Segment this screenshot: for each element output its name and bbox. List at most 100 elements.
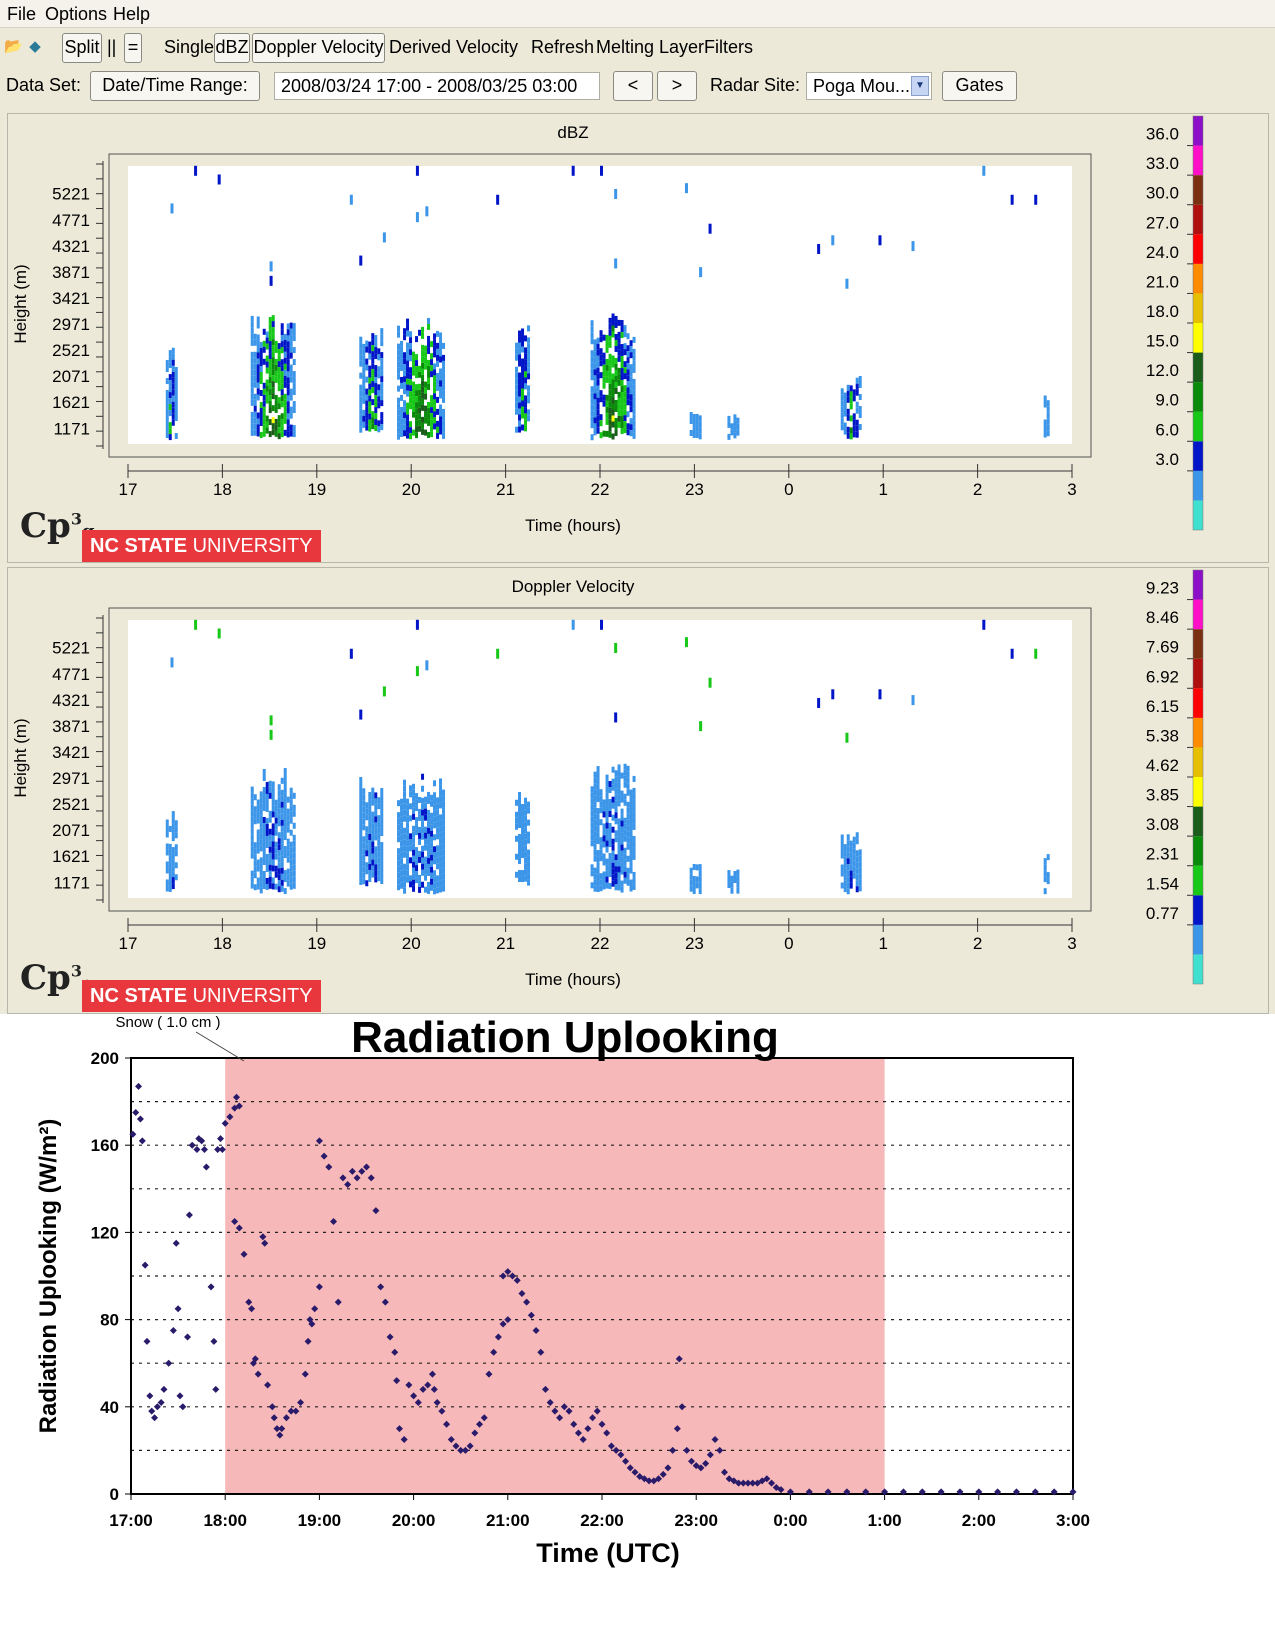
echo-cell (268, 377, 272, 384)
echo-cell (277, 397, 281, 404)
echo-cell (359, 336, 363, 343)
echo-cell (596, 850, 600, 857)
colorbar-tick-label: 5.38 (1146, 726, 1179, 745)
echo-cell (409, 857, 413, 864)
echo-cell (259, 845, 263, 852)
echo-cell (605, 774, 609, 781)
echo-cell (265, 337, 269, 344)
next-button[interactable]: > (657, 71, 697, 101)
data-point (669, 1446, 677, 1454)
echo-cell (593, 879, 597, 886)
echo-return (614, 188, 618, 199)
echo-cell (365, 376, 369, 383)
melting-layer-button[interactable]: Melting Layer (596, 37, 705, 57)
echo-cell (406, 372, 410, 379)
radar-site-select[interactable]: Poga Mou... ▼ (806, 72, 932, 100)
split-button[interactable]: Split (62, 33, 102, 63)
echo-cell (521, 328, 525, 335)
echo-cell (368, 377, 372, 384)
derived-velocity-button[interactable]: Derived Velocity (389, 37, 519, 57)
echo-return (845, 732, 849, 743)
echo-cell (268, 852, 272, 859)
echo-cell (593, 789, 597, 796)
filters-button[interactable]: Filters (704, 37, 753, 57)
dataset-label: Data Set: (6, 75, 82, 95)
echo-cell (590, 350, 594, 357)
echo-cell (418, 401, 422, 408)
previous-button[interactable]: < (613, 71, 653, 101)
menu-help[interactable]: Help (113, 4, 151, 24)
echo-cell (593, 843, 597, 850)
echo-cell (256, 424, 260, 431)
echo-cell (855, 389, 859, 396)
echo-cell (515, 384, 519, 391)
refresh-button[interactable]: Refresh (531, 37, 595, 57)
echo-cell (439, 404, 443, 411)
echo-cell (268, 317, 272, 324)
echo-cell (265, 343, 269, 350)
echo-cell (362, 385, 366, 392)
echo-cell (518, 851, 522, 858)
open-icon[interactable]: 📂 (4, 38, 23, 55)
echo-cell (277, 349, 281, 356)
echo-cell (527, 343, 531, 350)
data-point (541, 1385, 549, 1393)
vertical-split-button[interactable]: || (107, 37, 117, 57)
echo-cell (436, 857, 440, 864)
dbz-button[interactable]: dBZ (214, 33, 250, 63)
echo-cell (271, 787, 275, 794)
echo-cell (521, 364, 525, 371)
date-range-button[interactable]: Date/Time Range: (90, 71, 260, 101)
echo-cell (632, 871, 636, 878)
echo-cell (271, 345, 275, 352)
echo-return (699, 267, 703, 278)
echo-cell (439, 790, 443, 797)
echo-cell (374, 816, 378, 823)
data-point (645, 1477, 653, 1485)
echo-cell (256, 418, 260, 425)
echo-cell (359, 348, 363, 355)
echo-cell (403, 875, 407, 882)
echo-cell (250, 411, 254, 418)
horizontal-split-button[interactable]: = (124, 33, 142, 63)
echo-cell (442, 801, 446, 808)
data-point (320, 1152, 328, 1160)
date-range-field[interactable]: 2008/03/24 17:00 - 2008/03/25 03:00 (274, 72, 600, 100)
echo-cell (400, 346, 404, 353)
menu-file[interactable]: File (7, 4, 37, 24)
echo-cell (593, 849, 597, 856)
save-icon[interactable]: ◆ (29, 38, 41, 55)
echo-cell (424, 351, 428, 358)
doppler-velocity-button[interactable]: Doppler Velocity (252, 33, 385, 63)
echo-cell (608, 781, 612, 788)
y-axis-label: Height (m) (11, 264, 30, 343)
echo-cell (283, 786, 287, 793)
echo-cell (611, 385, 615, 392)
echo-cell (439, 838, 443, 845)
echo-cell (605, 358, 609, 365)
echo-cell (626, 825, 630, 832)
single-button[interactable]: Single (164, 37, 215, 57)
echo-cell (418, 407, 422, 414)
data-point (287, 1407, 295, 1415)
echo-cell (253, 848, 257, 855)
data-point (673, 1425, 681, 1433)
echo-cell (849, 433, 853, 440)
echo-cell (380, 794, 384, 801)
echo-cell (368, 389, 372, 396)
x-axis-label: Time (UTC) (536, 1538, 680, 1568)
echo-cell (1043, 858, 1047, 865)
echo-cell (617, 764, 621, 771)
echo-cell (265, 415, 269, 422)
echo-cell (371, 417, 375, 424)
echo-cell (614, 363, 618, 370)
gates-button[interactable]: Gates (942, 71, 1017, 101)
echo-cell (427, 881, 431, 888)
echo-cell (256, 430, 260, 437)
echo-cell (626, 345, 630, 352)
echo-cell (521, 816, 525, 823)
menu-options[interactable]: Options (45, 4, 108, 24)
echo-cell (518, 815, 522, 822)
echo-cell (271, 793, 275, 800)
chevron-down-icon[interactable]: ▼ (911, 76, 929, 96)
